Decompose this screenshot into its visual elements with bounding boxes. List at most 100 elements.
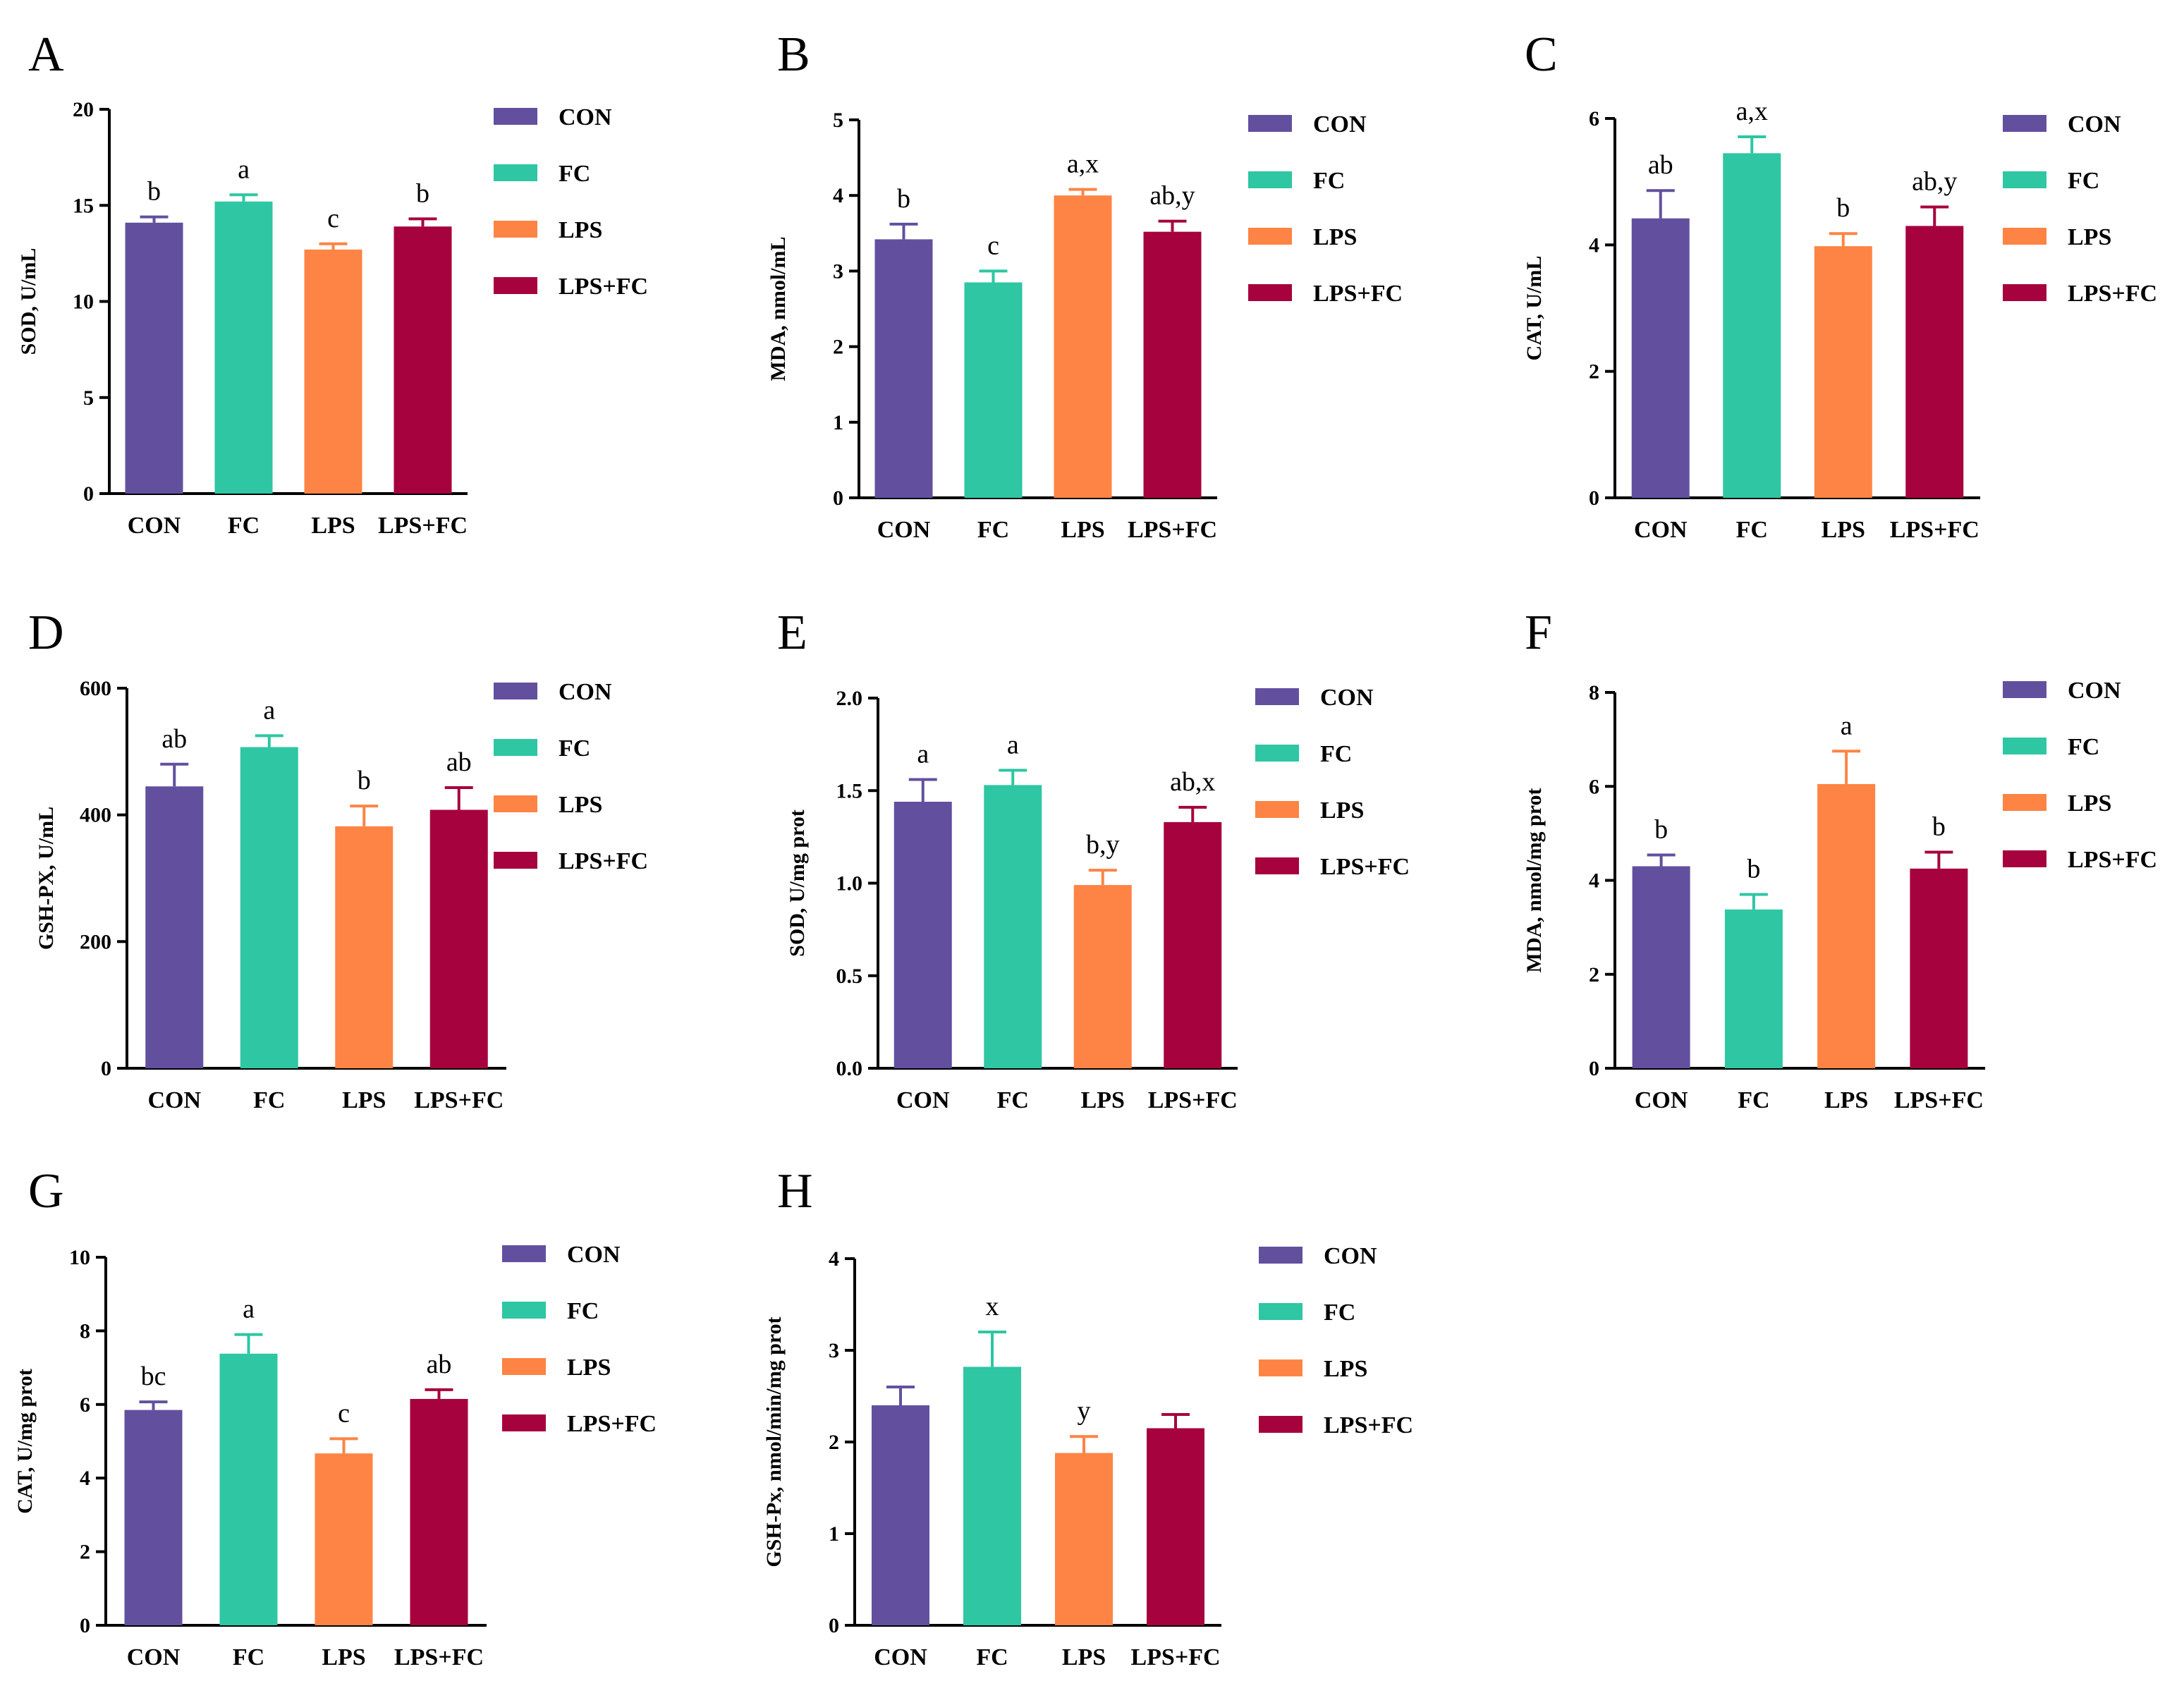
x-tick-label: CON bbox=[1634, 517, 1688, 543]
legend-label: CON bbox=[559, 104, 612, 130]
legend-swatch-con bbox=[494, 683, 537, 699]
significance-label: ab,y bbox=[1912, 167, 1957, 197]
panel-letter: D bbox=[28, 606, 64, 660]
y-tick-label: 0 bbox=[829, 1614, 839, 1637]
x-tick-label: LPS+FC bbox=[1890, 517, 1979, 543]
significance-label: ab bbox=[1648, 150, 1673, 180]
legend-swatch-lps-fc bbox=[494, 852, 537, 869]
significance-label: b bbox=[1836, 193, 1850, 223]
chart-panel-a: A 0 5 10 15 20 SOD, U/mL b CON a FC c LPS b LPS+FC CON F… bbox=[17, 27, 648, 539]
y-tick-label: 4 bbox=[1589, 233, 1599, 257]
y-tick-label: 6 bbox=[1589, 775, 1599, 798]
legend-label: LPS bbox=[1324, 1356, 1367, 1382]
chart-panel-b: B 0 1 2 3 4 5 MDA, nmol/mL b CON c FC a,x LPS ab,y LPS+… bbox=[767, 27, 1403, 543]
x-tick-label: CON bbox=[877, 517, 931, 543]
bar-lps-fc bbox=[1164, 821, 1222, 1068]
y-tick-label: 0.0 bbox=[836, 1057, 863, 1080]
x-tick-label: LPS+FC bbox=[1894, 1087, 1984, 1113]
y-tick-label: 0.5 bbox=[836, 965, 863, 988]
legend-label: LPS bbox=[559, 217, 602, 243]
legend-label: CON bbox=[567, 1242, 621, 1268]
x-tick-label: FC bbox=[233, 1644, 264, 1670]
bar-con bbox=[893, 802, 952, 1068]
x-tick-label: CON bbox=[874, 1644, 927, 1670]
x-tick-label: LPS+FC bbox=[1148, 1087, 1238, 1113]
y-tick-label: 0 bbox=[1589, 1057, 1599, 1080]
bar-lps-fc bbox=[394, 226, 452, 494]
bar-lps bbox=[1054, 195, 1112, 498]
legend-label: CON bbox=[559, 679, 612, 705]
legend-label: FC bbox=[1313, 168, 1345, 194]
bar-lps bbox=[1817, 783, 1876, 1068]
bar-con bbox=[1632, 866, 1690, 1068]
y-tick-label: 3 bbox=[829, 1339, 839, 1362]
legend-label: LPS bbox=[2068, 790, 2111, 817]
y-tick-label: 5 bbox=[833, 109, 843, 132]
legend-label: LPS+FC bbox=[2068, 847, 2157, 873]
x-tick-label: LPS bbox=[1081, 1087, 1125, 1113]
legend-label: LPS+FC bbox=[1320, 854, 1410, 880]
bar-con bbox=[125, 222, 183, 494]
legend-swatch-fc bbox=[2003, 738, 2046, 754]
significance-label: a bbox=[1007, 730, 1019, 759]
bar-con bbox=[872, 1405, 929, 1625]
legend-label: FC bbox=[2068, 168, 2099, 194]
bar-lps bbox=[315, 1453, 373, 1625]
significance-label: c bbox=[987, 231, 999, 260]
bar-fc bbox=[984, 785, 1042, 1068]
y-axis-label: MDA, nmol/mg prot bbox=[1523, 788, 1546, 973]
x-tick-label: FC bbox=[253, 1087, 285, 1113]
y-tick-label: 1.0 bbox=[836, 872, 863, 896]
significance-label: b bbox=[1747, 854, 1760, 884]
legend-label: LPS bbox=[1313, 224, 1357, 250]
bar-lps-fc bbox=[410, 1398, 468, 1625]
legend-label: FC bbox=[559, 161, 590, 187]
significance-label: ab bbox=[161, 724, 187, 754]
y-tick-label: 2.0 bbox=[836, 687, 863, 710]
x-tick-label: CON bbox=[127, 1644, 181, 1670]
significance-label: b bbox=[358, 766, 371, 795]
y-axis-label: MDA, nmol/mL bbox=[767, 237, 790, 381]
significance-label: b bbox=[147, 177, 161, 207]
y-tick-label: 0 bbox=[833, 487, 843, 510]
x-tick-label: LPS bbox=[342, 1087, 386, 1113]
legend-swatch-con bbox=[2003, 115, 2046, 132]
legend-swatch-lps-fc bbox=[1259, 1416, 1303, 1433]
x-tick-label: LPS+FC bbox=[378, 513, 468, 539]
y-tick-label: 8 bbox=[1589, 681, 1599, 704]
legend-swatch-fc bbox=[1255, 745, 1299, 762]
bar-fc bbox=[240, 747, 298, 1068]
legend-swatch-lps-fc bbox=[494, 277, 537, 294]
significance-label: x bbox=[986, 1292, 999, 1321]
y-tick-label: 20 bbox=[73, 98, 94, 121]
legend-label: CON bbox=[2068, 111, 2121, 137]
significance-label: y bbox=[1078, 1396, 1091, 1426]
legend-swatch-con bbox=[2003, 681, 2046, 698]
bar-con bbox=[145, 786, 204, 1068]
panel-letter: B bbox=[777, 27, 810, 82]
x-tick-label: CON bbox=[896, 1087, 950, 1113]
legend-swatch-fc bbox=[494, 739, 537, 756]
bar-fc bbox=[964, 282, 1023, 498]
y-tick-label: 4 bbox=[833, 184, 843, 207]
legend-label: LPS+FC bbox=[559, 274, 648, 300]
x-tick-label: CON bbox=[128, 513, 181, 539]
chart-panel-h: H 0 1 2 3 4 GSH-Px, nmol/min/mg prot CON x FC y LPS… bbox=[762, 1164, 1413, 1670]
x-tick-label: LPS bbox=[1062, 1644, 1106, 1670]
x-tick-label: LPS bbox=[322, 1644, 365, 1670]
legend-swatch-con bbox=[1255, 688, 1299, 705]
y-tick-label: 1 bbox=[829, 1522, 839, 1546]
legend-label: FC bbox=[567, 1298, 599, 1324]
panel-letter: H bbox=[777, 1164, 813, 1218]
bar-lps bbox=[304, 249, 362, 494]
y-axis-label: CAT, U/mg prot bbox=[13, 1369, 37, 1514]
legend-swatch-lps-fc bbox=[2003, 850, 2046, 867]
legend-label: CON bbox=[1313, 111, 1367, 137]
y-tick-label: 0 bbox=[83, 482, 94, 506]
legend-label: FC bbox=[1324, 1300, 1355, 1326]
bar-lps-fc bbox=[1147, 1428, 1204, 1625]
significance-label: ab,y bbox=[1149, 181, 1195, 211]
significance-label: a bbox=[243, 1295, 255, 1324]
x-tick-label: FC bbox=[976, 1644, 1008, 1670]
panel-letter: G bbox=[28, 1164, 64, 1218]
